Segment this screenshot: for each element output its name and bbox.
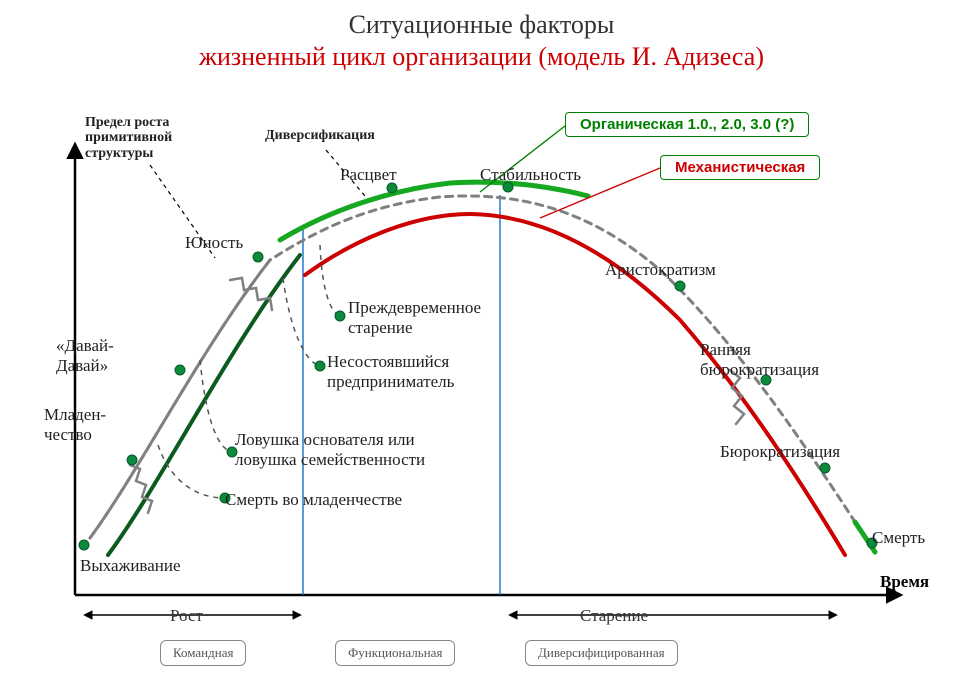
legend-mechanistic: Механистическая xyxy=(660,155,820,180)
annotation-growth-limit: Предел ростапримитивнойструктуры xyxy=(85,115,172,161)
axis-label-time: Время xyxy=(880,572,929,592)
title-line2: жизненный цикл организации (модель И. Ад… xyxy=(0,42,963,72)
offshoot-label-premature-aging: Преждевременноестарение xyxy=(348,298,481,337)
stage-label-prime: Расцвет xyxy=(340,165,397,185)
stage-label-infancy: Младен-чество xyxy=(44,405,106,444)
title-line1: Ситуационные факторы xyxy=(0,10,963,40)
structure-box-diversified: Диверсифицированная xyxy=(525,640,678,666)
stage-label-adolescence: Юность xyxy=(185,233,243,253)
structure-box-command: Командная xyxy=(160,640,246,666)
phase-label-aging: Старение xyxy=(580,606,648,626)
stage-label-courtship: Выхаживание xyxy=(80,556,181,576)
annotation-diversification: Диверсификация xyxy=(265,128,375,143)
stage-label-aristocracy: Аристократизм xyxy=(605,260,716,280)
offshoot-label-failed-entrepreneur: Несостоявшийсяпредприниматель xyxy=(327,352,454,391)
stage-label-stable: Стабильность xyxy=(480,165,581,185)
legend-organic: Органическая 1.0., 2.0, 3.0 (?) xyxy=(565,112,809,137)
stage-label-early-bureaucracy: Ранняябюрократизация xyxy=(700,340,819,379)
stage-label-death: Смерть xyxy=(872,528,925,548)
stage-label-bureaucracy: Бюрократизация xyxy=(720,442,840,462)
structure-box-functional: Функциональная xyxy=(335,640,455,666)
offshoot-label-death-infancy: Смерть во младенчестве xyxy=(225,490,402,510)
diagram-svg xyxy=(0,0,963,678)
offshoot-label-founder-trap: Ловушка основателя илиловушка семействен… xyxy=(235,430,425,469)
stage-label-go-go: «Давай-Давай» xyxy=(56,336,114,375)
phase-label-growth: Рост xyxy=(170,606,203,626)
